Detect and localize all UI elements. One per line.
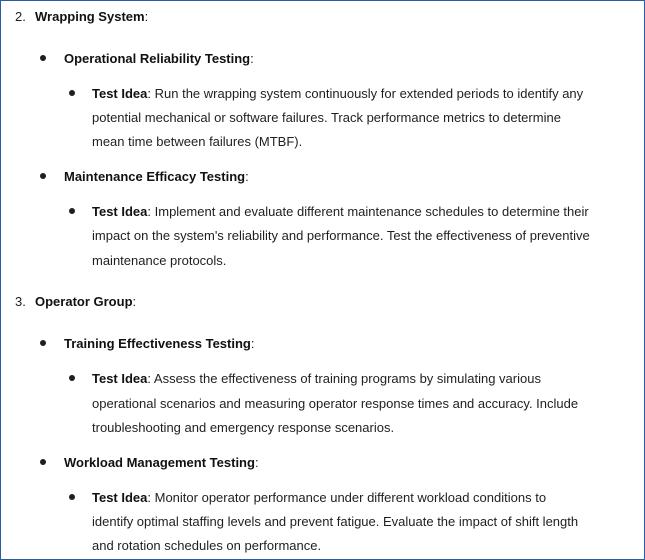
test-idea-line: Test Idea: Monitor operator performance … <box>92 490 547 505</box>
bullet-icon <box>69 494 75 500</box>
item-heading: Maintenance Efficacy Testing: <box>64 169 249 184</box>
test-idea-line: Test Idea: Assess the effectiveness of t… <box>92 371 541 386</box>
bullet-icon <box>69 90 75 96</box>
test-idea-line: operational scenarios and measuring oper… <box>92 396 579 411</box>
section-number: 3. <box>15 294 26 309</box>
item-heading: Workload Management Testing: <box>64 455 259 470</box>
item-heading: Operational Reliability Testing: <box>64 51 254 66</box>
item-heading: Training Effectiveness Testing: <box>64 336 255 351</box>
bullet-icon <box>40 459 46 465</box>
test-idea-line: mean time between failures (MTBF). <box>92 134 303 149</box>
test-idea-line: Test Idea: Implement and evaluate differ… <box>92 204 589 219</box>
bullet-icon <box>69 208 75 214</box>
section-title: Operator Group: <box>35 294 137 309</box>
test-idea-line: and rotation schedules on performance. <box>92 538 322 553</box>
bullet-icon <box>40 340 46 346</box>
test-idea-line: potential mechanical or software failure… <box>92 110 561 125</box>
test-idea-line: impact on the system's reliability and p… <box>92 228 590 243</box>
test-idea-line: maintenance protocols. <box>92 253 227 268</box>
section-number: 2. <box>15 9 26 24</box>
test-idea-line: Test Idea: Run the wrapping system conti… <box>92 86 584 101</box>
bullet-icon <box>69 375 75 381</box>
test-idea-line: identify optimal staffing levels and pre… <box>92 514 579 529</box>
bullet-icon <box>40 173 46 179</box>
bullet-icon <box>40 55 46 61</box>
section-title: Wrapping System: <box>35 9 149 24</box>
test-idea-line: troubleshooting and emergency response s… <box>92 420 395 435</box>
